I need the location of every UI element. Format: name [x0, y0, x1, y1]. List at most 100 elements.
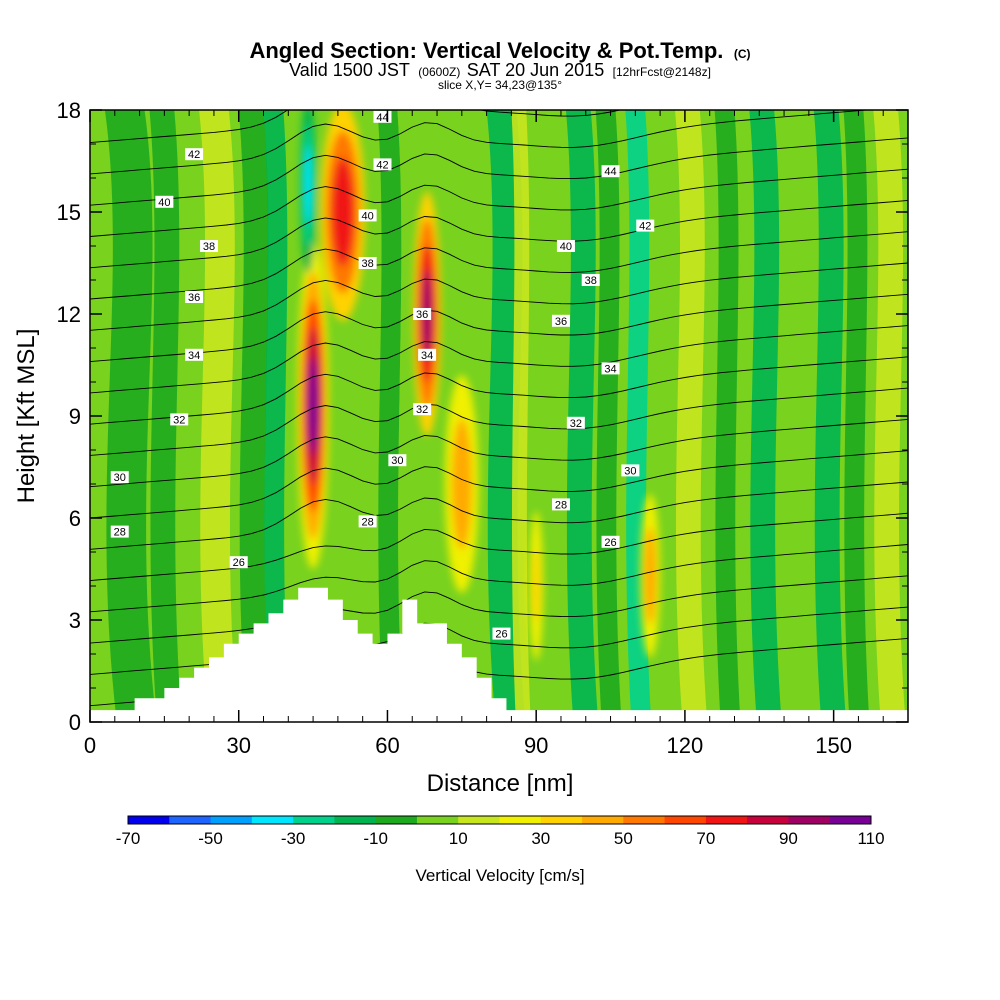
- velocity-updraft-upper-left: [331, 157, 354, 267]
- x-tick-label: 120: [667, 733, 704, 758]
- contour-label-text: 30: [624, 465, 636, 477]
- contour-label-bg: [413, 403, 432, 416]
- colorbar-swatch: [788, 816, 831, 824]
- x-tick-label: 60: [375, 733, 399, 758]
- theta-contour-label: 40: [358, 209, 377, 222]
- theta-contour-label: 26: [492, 627, 511, 641]
- colorbar-tick-label: 110: [857, 829, 884, 848]
- theta-contour-label: 38: [358, 257, 377, 270]
- contour-label-text: 32: [570, 418, 582, 430]
- contour-label-text: 28: [361, 516, 373, 528]
- contour-label-bg: [566, 416, 585, 429]
- contour-label-text: 40: [361, 210, 373, 222]
- y-axis-title: Height [Kft MSL]: [13, 329, 40, 504]
- colorbar-tick-label: 10: [449, 829, 468, 848]
- theta-contour-label: 32: [170, 413, 189, 426]
- contour-label-bg: [110, 471, 129, 484]
- contour-label-text: 42: [376, 159, 388, 171]
- contour-label-text: 36: [555, 316, 567, 328]
- velocity-band: [674, 110, 708, 722]
- x-tick-label: 0: [84, 733, 96, 758]
- theta-contour-label: 30: [388, 454, 407, 467]
- colorbar-tick-label: -30: [281, 829, 306, 848]
- colorbar-frame: [127, 815, 872, 825]
- velocity-band: [511, 110, 531, 722]
- colorbar-swatch: [416, 816, 459, 824]
- theta-contour: [90, 575, 908, 644]
- colorbar: -70 -50 -30 -10 10 30 50 70 90 110: [116, 815, 885, 848]
- theta-contour-label: 38: [199, 240, 218, 253]
- theta-contour-label: 40: [556, 240, 575, 253]
- theta-contour-label: 28: [551, 498, 570, 511]
- contour-label-bg: [556, 240, 575, 252]
- colorbar-swatch: [540, 816, 583, 824]
- theta-contour-label: 42: [185, 148, 204, 161]
- contour-label-bg: [601, 535, 620, 548]
- theta-contour: [90, 110, 623, 144]
- theta-contour: [90, 231, 908, 300]
- contour-label-text: 36: [416, 309, 428, 321]
- theta-contour: [90, 110, 873, 175]
- colorbar-swatch: [251, 816, 294, 824]
- contour-label-bg: [601, 165, 620, 178]
- theta-contour-label: 44: [373, 110, 392, 124]
- colorbar-swatch: [747, 816, 789, 824]
- velocity-band: [749, 110, 782, 722]
- contour-label-text: 34: [421, 350, 433, 362]
- y-tick-label: 18: [57, 98, 81, 123]
- theta-contour: [90, 137, 908, 206]
- velocity-band: [843, 110, 870, 722]
- contour-label-bg: [601, 362, 620, 375]
- x-axis-title: Distance [nm]: [427, 770, 574, 797]
- colorbar-swatch: [582, 816, 624, 824]
- theta-contour: [90, 199, 908, 269]
- contour-label-text: 34: [188, 350, 200, 362]
- theta-contour: [90, 293, 908, 363]
- colorbar-swatch: [334, 816, 377, 824]
- theta-contour-label: 34: [185, 348, 204, 362]
- x-tick-label: 30: [226, 733, 250, 758]
- velocity-band: [377, 110, 404, 722]
- contour-label-text: 44: [376, 112, 388, 124]
- contour-label-bg: [418, 348, 437, 361]
- velocity-updraft-lower-right: [451, 418, 472, 550]
- colorbar-tick-label: -10: [363, 829, 388, 848]
- x-tick-label: 90: [524, 733, 548, 758]
- theta-contour-label: 30: [621, 464, 640, 477]
- plot-area: 42 40 38 36 34 32 30 28 26 44 42 40 38 36 34 32 30 28 26 44…: [90, 110, 908, 722]
- contour-label-bg: [358, 257, 377, 269]
- contour-label-text: 34: [604, 363, 616, 375]
- theta-contour-label: 32: [413, 403, 432, 416]
- y-tick-label: 15: [57, 200, 81, 225]
- theta-contour-label: 40: [155, 195, 174, 209]
- contour-label-text: 38: [585, 275, 597, 287]
- colorbar-title: Vertical Velocity [cm/s]: [415, 866, 584, 885]
- colorbar-tick-label: -70: [116, 829, 141, 848]
- theta-contour: [90, 450, 908, 519]
- y-tick-label: 0: [69, 710, 81, 735]
- contour-label-text: 26: [495, 629, 507, 641]
- theta-contour-label: 42: [373, 158, 392, 171]
- theta-contour: [90, 481, 908, 550]
- contour-label-bg: [581, 274, 600, 286]
- colorbar-swatch: [829, 816, 872, 824]
- contour-label-bg: [170, 413, 189, 426]
- theta-contour-label: 36: [551, 314, 570, 328]
- velocity-updraft-core-left: [308, 356, 318, 455]
- colorbar-swatch: [210, 816, 253, 824]
- contour-label-bg: [621, 464, 640, 477]
- contour-label-text: 38: [361, 258, 373, 270]
- contour-label-text: 26: [233, 557, 245, 569]
- theta-contour-label: 34: [601, 362, 620, 375]
- contour-label-text: 32: [173, 414, 185, 426]
- contour-label-text: 26: [604, 537, 616, 549]
- colorbar-tick-label: 90: [779, 829, 798, 848]
- theta-contour-label: 34: [418, 348, 437, 362]
- velocity-band: [813, 110, 847, 722]
- theta-contour-label: 28: [358, 515, 377, 528]
- colorbar-swatch: [705, 816, 748, 824]
- contour-label-text: 36: [188, 292, 200, 304]
- contour-label-bg: [492, 627, 511, 640]
- theta-contour: [90, 544, 908, 613]
